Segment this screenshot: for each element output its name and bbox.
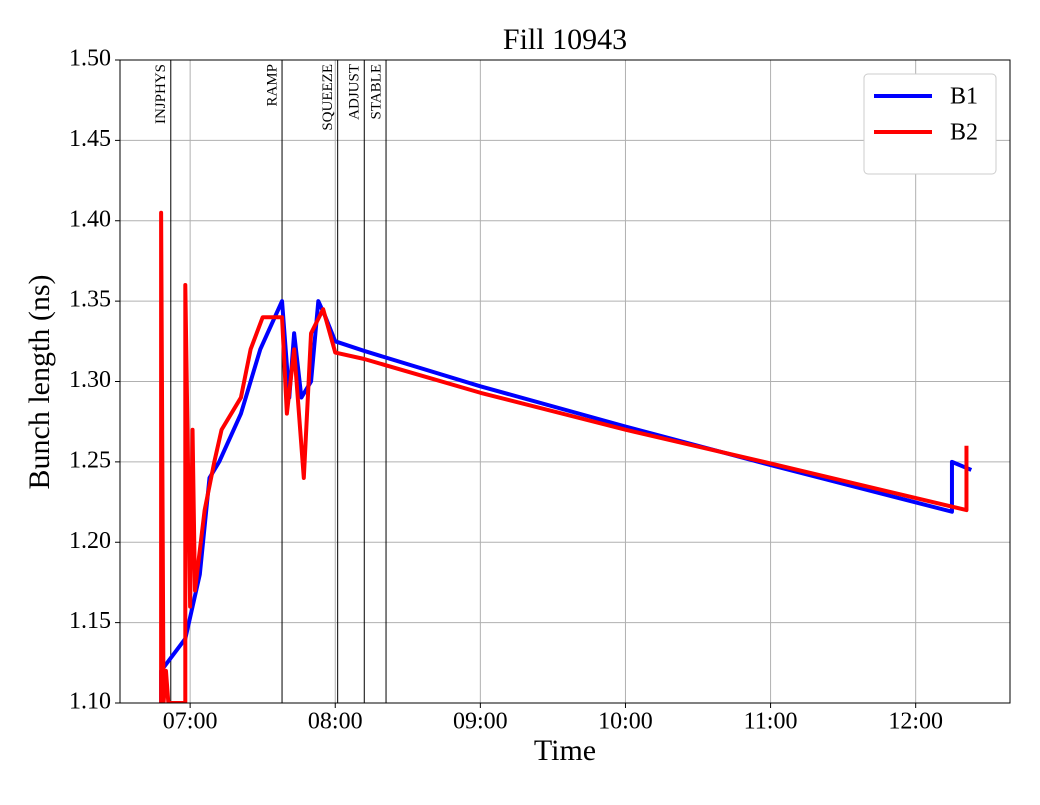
y-axis-label: Bunch length (ns) — [23, 275, 56, 490]
x-axis-label: Time — [534, 734, 596, 767]
phase-label: SQUEEZE — [320, 64, 336, 131]
y-tick-label: 1.45 — [69, 126, 111, 152]
phase-label: ADJUST — [347, 64, 363, 120]
chart-title: Fill 10943 — [503, 23, 627, 56]
x-tick-label: 08:00 — [308, 709, 363, 735]
y-tick-label: 1.35 — [69, 287, 111, 313]
y-tick-label: 1.25 — [69, 447, 111, 473]
phase-label: STABLE — [368, 64, 384, 119]
series-group — [159, 210, 969, 703]
y-tick-label: 1.40 — [69, 206, 111, 232]
y-tick-label: 1.10 — [69, 689, 111, 715]
phase-label: INJPHYS — [153, 64, 169, 124]
legend-box — [863, 73, 997, 175]
series-line — [159, 210, 969, 703]
phase-label: RAMP — [264, 64, 280, 107]
y-tick-label: 1.30 — [69, 367, 111, 393]
legend-label: B1 — [950, 84, 978, 110]
x-tick-label: 09:00 — [453, 709, 508, 735]
y-tick-label: 1.50 — [69, 46, 111, 72]
legend-label: B2 — [950, 120, 978, 146]
x-tick-label: 12:00 — [888, 709, 943, 735]
y-tick-label: 1.15 — [69, 608, 111, 634]
x-tick-label: 07:00 — [163, 709, 218, 735]
plot-frame — [119, 59, 1011, 704]
x-tick-label: 10:00 — [598, 709, 653, 735]
y-tick-label: 1.20 — [69, 528, 111, 554]
x-tick-label: 11:00 — [744, 709, 798, 735]
